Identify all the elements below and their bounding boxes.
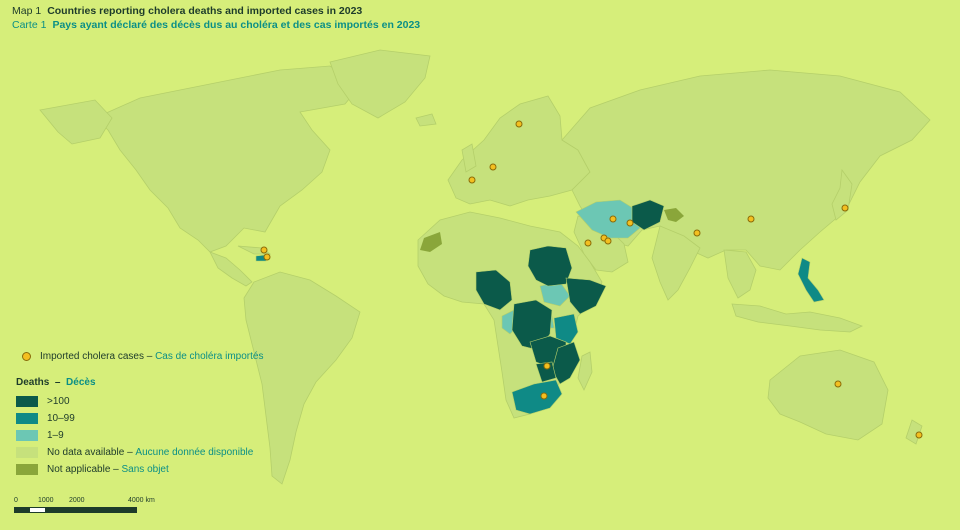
legend-label: 10–99	[47, 413, 75, 424]
legend-label: Not applicable	[47, 464, 111, 475]
legend-row-10-99: 10–99	[16, 410, 253, 427]
legend-row-not-applicable: Not applicable – Sans objet	[16, 461, 253, 478]
imported-case-marker	[468, 176, 476, 184]
map-number-fr: Carte 1	[12, 19, 47, 31]
australia	[767, 349, 889, 441]
legend-separator: –	[127, 447, 133, 458]
scale-bar: 0 1000 2000 4000 km	[14, 497, 174, 513]
swatch-no-data	[16, 447, 38, 458]
haiti	[255, 254, 267, 262]
legend-row-no-data: No data available – Aucune donnée dispon…	[16, 444, 253, 461]
imported-case-marker	[693, 229, 701, 237]
madagascar	[577, 351, 593, 391]
imported-case-markers	[260, 120, 923, 439]
legend-label: >100	[47, 396, 70, 407]
indonesia	[731, 303, 864, 333]
imported-case-marker	[584, 239, 592, 247]
central-america	[209, 251, 253, 287]
alaska	[39, 99, 113, 145]
scale-tick-1000: 1000	[38, 497, 54, 504]
legend-label-fr: Aucune donnée disponible	[135, 447, 254, 458]
swatch-not-applicable	[16, 464, 38, 475]
imported-case-marker	[540, 392, 548, 400]
legend-row-1-9: 1–9	[16, 427, 253, 444]
legend-separator: –	[113, 464, 119, 475]
imported-case-marker	[841, 204, 849, 212]
imported-case-marker	[543, 362, 551, 370]
title-en: Map 1 Countries reporting cholera deaths …	[12, 4, 420, 18]
imported-case-marker	[263, 253, 271, 261]
india	[651, 225, 701, 301]
south-africa	[511, 379, 563, 415]
north-america	[94, 65, 361, 253]
kashmir-region	[664, 208, 684, 222]
imported-case-marker	[515, 120, 523, 128]
imported-label-en: Imported cholera cases	[40, 351, 144, 362]
uk	[461, 143, 477, 173]
imported-dot-icon	[22, 352, 31, 361]
scale-tick-2000: 2000	[69, 497, 85, 504]
deaths-1-9-countries	[501, 199, 641, 335]
iran	[575, 199, 641, 239]
sudan	[527, 245, 573, 287]
map-number-en: Map 1	[12, 5, 42, 17]
imported-label-fr: Cas de choléra importés	[155, 351, 264, 362]
legend-label-fr: Sans objet	[121, 464, 169, 475]
imported-case-marker	[747, 215, 755, 223]
ethiopia-somalia	[565, 277, 607, 315]
title-fr-text: Pays ayant déclaré des décès dus au chol…	[52, 19, 421, 31]
legend-separator: –	[54, 377, 61, 388]
south-america	[243, 271, 361, 485]
greenland	[329, 49, 431, 119]
legend-categories: >100 10–99 1–9 No data available – Aucun…	[16, 393, 253, 478]
map-title: Map 1 Countries reporting cholera deaths …	[12, 4, 420, 32]
legend-label: No data available	[47, 447, 125, 458]
scale-tick-4000: 4000 km	[128, 497, 155, 504]
legend-row-over-100: >100	[16, 393, 253, 410]
imported-case-marker	[915, 431, 923, 439]
title-en-text: Countries reporting cholera deaths and i…	[47, 5, 363, 17]
scale-tick-0: 0	[14, 497, 18, 504]
scale-bar-graphic	[14, 507, 137, 513]
southeast-asia	[723, 249, 757, 299]
title-fr: Carte 1 Pays ayant déclaré des décès dus …	[12, 18, 420, 32]
legend-imported: Imported cholera cases – Cas de choléra …	[22, 351, 263, 362]
philippines	[797, 257, 825, 303]
legend-separator: –	[146, 351, 153, 362]
imported-case-marker	[609, 215, 617, 223]
scale-labels: 0 1000 2000 4000 km	[14, 497, 174, 507]
swatch-over-100	[16, 396, 38, 407]
imported-case-marker	[260, 246, 268, 254]
imported-case-marker	[626, 219, 634, 227]
swatch-10-99	[16, 413, 38, 424]
kenya	[553, 313, 579, 345]
legend-deaths-title: Deaths – Décès	[16, 377, 96, 388]
swatch-1-9	[16, 430, 38, 441]
nigeria-cameroon	[475, 269, 513, 311]
western-sahara	[420, 232, 442, 252]
imported-case-marker	[604, 237, 612, 245]
iceland	[415, 113, 437, 127]
deaths-label-en: Deaths	[16, 377, 50, 388]
imported-case-marker	[834, 380, 842, 388]
deaths-10-99-countries	[255, 254, 825, 415]
deaths-over-100-countries	[475, 199, 665, 385]
deaths-label-fr: Décès	[66, 377, 96, 388]
imported-case-marker	[489, 163, 497, 171]
legend-label: 1–9	[47, 430, 64, 441]
